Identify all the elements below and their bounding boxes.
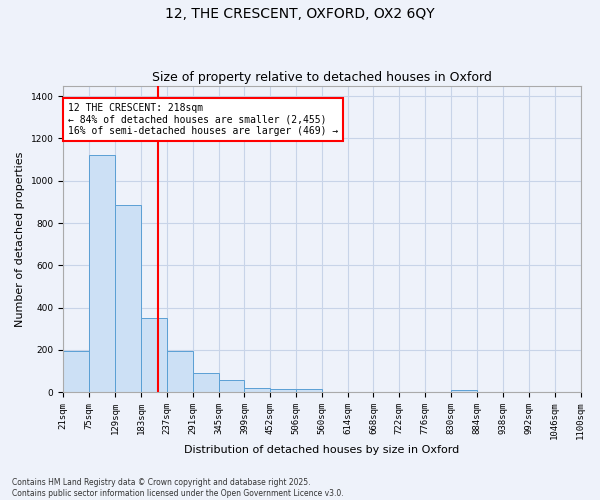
Bar bbox=[244, 388, 270, 392]
Bar bbox=[167, 351, 193, 392]
Bar bbox=[218, 380, 244, 392]
Title: Size of property relative to detached houses in Oxford: Size of property relative to detached ho… bbox=[152, 72, 492, 85]
Bar bbox=[451, 390, 477, 392]
Y-axis label: Number of detached properties: Number of detached properties bbox=[15, 151, 25, 326]
Bar bbox=[115, 205, 141, 392]
Bar bbox=[270, 388, 296, 392]
Text: 12, THE CRESCENT, OXFORD, OX2 6QY: 12, THE CRESCENT, OXFORD, OX2 6QY bbox=[165, 8, 435, 22]
Bar bbox=[193, 373, 218, 392]
Bar bbox=[89, 156, 115, 392]
Bar bbox=[141, 318, 167, 392]
Text: Contains HM Land Registry data © Crown copyright and database right 2025.
Contai: Contains HM Land Registry data © Crown c… bbox=[12, 478, 344, 498]
Bar bbox=[296, 390, 322, 392]
Text: 12 THE CRESCENT: 218sqm
← 84% of detached houses are smaller (2,455)
16% of semi: 12 THE CRESCENT: 218sqm ← 84% of detache… bbox=[68, 102, 338, 136]
Bar bbox=[63, 351, 89, 392]
X-axis label: Distribution of detached houses by size in Oxford: Distribution of detached houses by size … bbox=[184, 445, 460, 455]
